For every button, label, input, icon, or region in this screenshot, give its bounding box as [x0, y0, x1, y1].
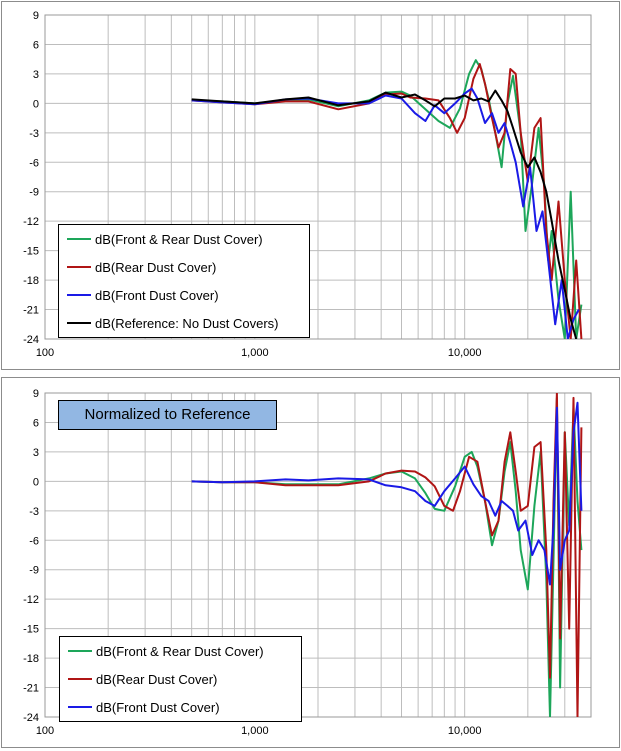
- y-tick-label: -18: [23, 275, 39, 287]
- legend-bottom: dB(Front & Rear Dust Cover) dB(Rear Dust…: [59, 636, 302, 722]
- y-tick-label: -3: [29, 128, 39, 140]
- legend-item-reference: dB(Reference: No Dust Covers): [59, 309, 309, 337]
- x-tick-label: 10,000: [448, 725, 482, 737]
- plot-area: [44, 14, 592, 340]
- y-tick-label: -24: [23, 334, 39, 346]
- series-line-rear: [191, 63, 583, 339]
- y-tick-label: -15: [23, 624, 39, 636]
- y-tick-label: -6: [29, 157, 39, 169]
- y-tick-label: 6: [33, 417, 39, 429]
- series-line-rear: [191, 393, 583, 717]
- y-tick-label: -18: [23, 653, 39, 665]
- legend-item-rear: dB(Rear Dust Cover): [60, 665, 301, 693]
- legend-swatch-front: [67, 294, 91, 296]
- series-line-reference: [191, 89, 578, 339]
- legend-swatch-rear: [68, 678, 92, 680]
- legend-item-front: dB(Front Dust Cover): [59, 281, 309, 309]
- y-tick-label: -24: [23, 712, 39, 724]
- x-tick-label: 1,000: [241, 725, 269, 737]
- chart-bottom: 9 6 3 0 -3 -6 -9 -12 -15 -18 -21 -24 100 1,000 10,000 …: [1, 377, 620, 748]
- y-tick-label: -15: [23, 246, 39, 258]
- legend-label-front-rear: dB(Front & Rear Dust Cover): [95, 231, 263, 247]
- x-tick-label: 100: [36, 347, 54, 359]
- legend-label-front: dB(Front Dust Cover): [95, 287, 219, 303]
- legend-swatch-front-rear: [68, 650, 92, 652]
- legend-swatch-reference: [67, 322, 91, 324]
- normalized-annotation: Normalized to Reference: [58, 400, 277, 430]
- legend-label-front-rear: dB(Front & Rear Dust Cover): [96, 643, 264, 659]
- chart-top: 9 6 3 0 -3 -6 -9 -12 -15 -18 -21 -24 100 1,000 10,000 …: [1, 1, 620, 370]
- legend-label-reference: dB(Reference: No Dust Covers): [95, 315, 279, 331]
- y-tick-label: -21: [23, 305, 39, 317]
- y-tick-label: -12: [23, 594, 39, 606]
- y-tick-label: 0: [33, 476, 39, 488]
- legend-item-rear: dB(Rear Dust Cover): [59, 253, 309, 281]
- legend-label-rear: dB(Rear Dust Cover): [96, 671, 218, 687]
- legend-swatch-rear: [67, 266, 91, 268]
- legend-label-front: dB(Front Dust Cover): [96, 699, 220, 715]
- legend-swatch-front-rear: [67, 238, 91, 240]
- legend-item-front-rear: dB(Front & Rear Dust Cover): [59, 225, 309, 253]
- y-tick-label: -21: [23, 683, 39, 695]
- x-tick-label: 10,000: [448, 347, 482, 359]
- y-tick-label: 9: [33, 10, 39, 22]
- y-tick-label: -9: [29, 187, 39, 199]
- legend-top: dB(Front & Rear Dust Cover) dB(Rear Dust…: [58, 224, 310, 338]
- y-tick-label: 3: [33, 69, 39, 81]
- x-tick-label: 100: [36, 725, 54, 737]
- plot-area: [44, 392, 592, 718]
- y-tick-label: 9: [33, 388, 39, 400]
- y-tick-label: -12: [23, 216, 39, 228]
- y-tick-label: -6: [29, 535, 39, 547]
- series-line-front: [191, 401, 583, 586]
- legend-swatch-front: [68, 706, 92, 708]
- y-tick-label: -9: [29, 565, 39, 577]
- y-tick-label: 6: [33, 39, 39, 51]
- legend-item-front: dB(Front Dust Cover): [60, 693, 301, 721]
- y-tick-label: 3: [33, 447, 39, 459]
- x-tick-label: 1,000: [241, 347, 269, 359]
- legend-label-rear: dB(Rear Dust Cover): [95, 259, 217, 275]
- y-tick-label: 0: [33, 98, 39, 110]
- y-tick-label: -3: [29, 506, 39, 518]
- legend-item-front-rear: dB(Front & Rear Dust Cover): [60, 637, 301, 665]
